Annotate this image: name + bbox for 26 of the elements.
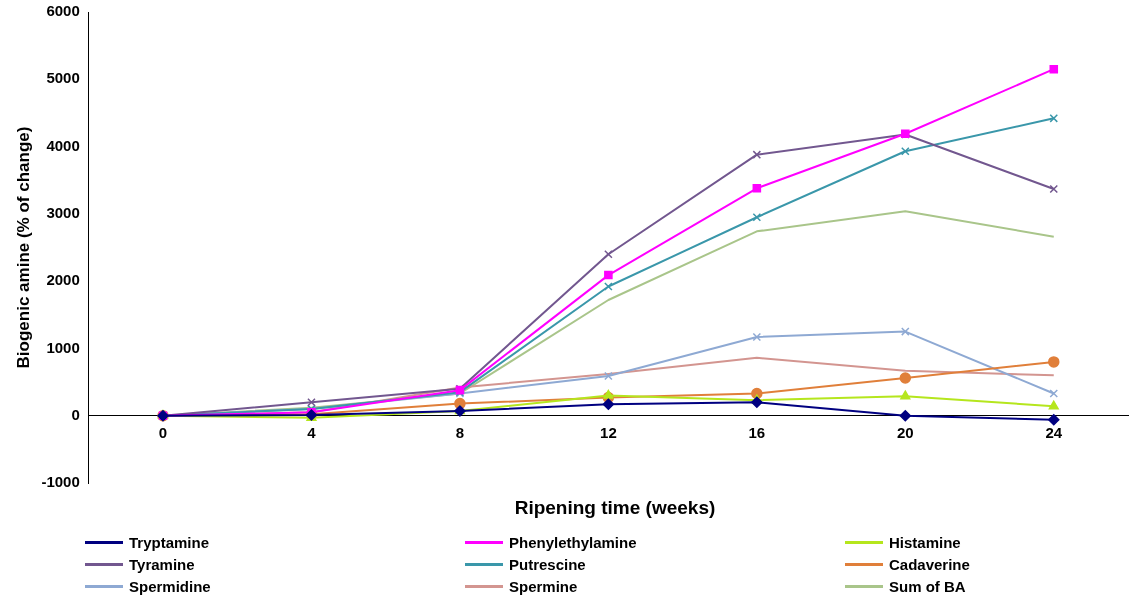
x-tick-label: 0 — [158, 423, 168, 441]
x-tick-label: 4 — [307, 423, 317, 441]
legend-label: Tryptamine — [128, 532, 211, 553]
x-tick-label: 8 — [455, 423, 465, 441]
y-tick-label: 4000 — [46, 136, 80, 154]
y-tick-label: 5000 — [46, 69, 80, 87]
legend-label: Sum of BA — [888, 576, 967, 597]
x-tick-label: 20 — [896, 423, 914, 441]
y-tick-label: 2000 — [46, 271, 80, 289]
x-tick-label: 12 — [600, 423, 617, 441]
y-tick-label: -1000 — [41, 473, 80, 491]
y-tick-label: 3000 — [46, 204, 80, 221]
y-tick-label: 1000 — [46, 338, 80, 356]
y-axis-title: Biogenic amine (% of change) — [13, 126, 33, 369]
legend-label: Histamine — [888, 532, 962, 553]
y-tick-label: 6000 — [46, 2, 80, 20]
legend-label: Cadaverine — [888, 554, 971, 575]
legend-label: Putrescine — [508, 554, 587, 575]
legend-label: Tyramine — [128, 554, 196, 575]
legend-label: Spermine — [508, 576, 579, 597]
legend-label: Spermidine — [128, 576, 212, 597]
x-axis-title: Ripening time (weeks) — [513, 497, 717, 519]
legend-label: Phenylethylamine — [508, 532, 638, 553]
y-tick-label: 0 — [71, 405, 80, 423]
x-tick-label: 24 — [1045, 423, 1063, 441]
x-tick-label: 16 — [748, 423, 766, 441]
